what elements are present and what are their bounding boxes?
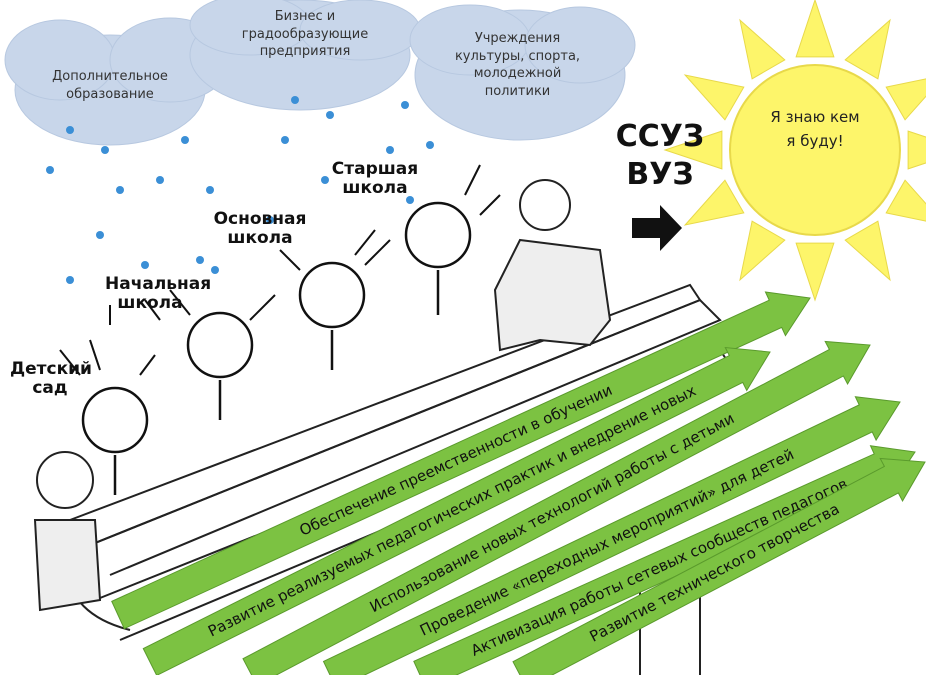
sun-ray: [796, 0, 834, 57]
sign-rays: [60, 165, 500, 375]
sun-ray: [908, 131, 926, 169]
sun-ray: [796, 243, 834, 300]
pointer-arrow: [632, 205, 682, 251]
sun-ray: [845, 221, 890, 280]
stage-label: Начальная школа: [105, 275, 195, 312]
cloud-label: Учреждения культуры, спорта, молодежной …: [450, 30, 585, 100]
cloud-label: Бизнес и градообразующие предприятия: [235, 8, 375, 61]
sun-ray: [740, 20, 785, 79]
sun-label: Я знаю кем я буду!: [770, 105, 860, 153]
page: Обеспечение преемственности в обученииРа…: [0, 0, 926, 675]
sun-ray: [845, 20, 890, 79]
cloud-label: Дополнительное образование: [40, 68, 180, 103]
sun-ray: [740, 221, 785, 280]
stage-label: Основная школа: [210, 210, 310, 247]
next-label: ВУЗ: [615, 158, 705, 193]
stage-label: Детский сад: [10, 360, 90, 397]
stage-label: Старшая школа: [330, 160, 420, 197]
next-label: ССУЗ: [615, 120, 705, 155]
sun-ray: [685, 75, 744, 120]
